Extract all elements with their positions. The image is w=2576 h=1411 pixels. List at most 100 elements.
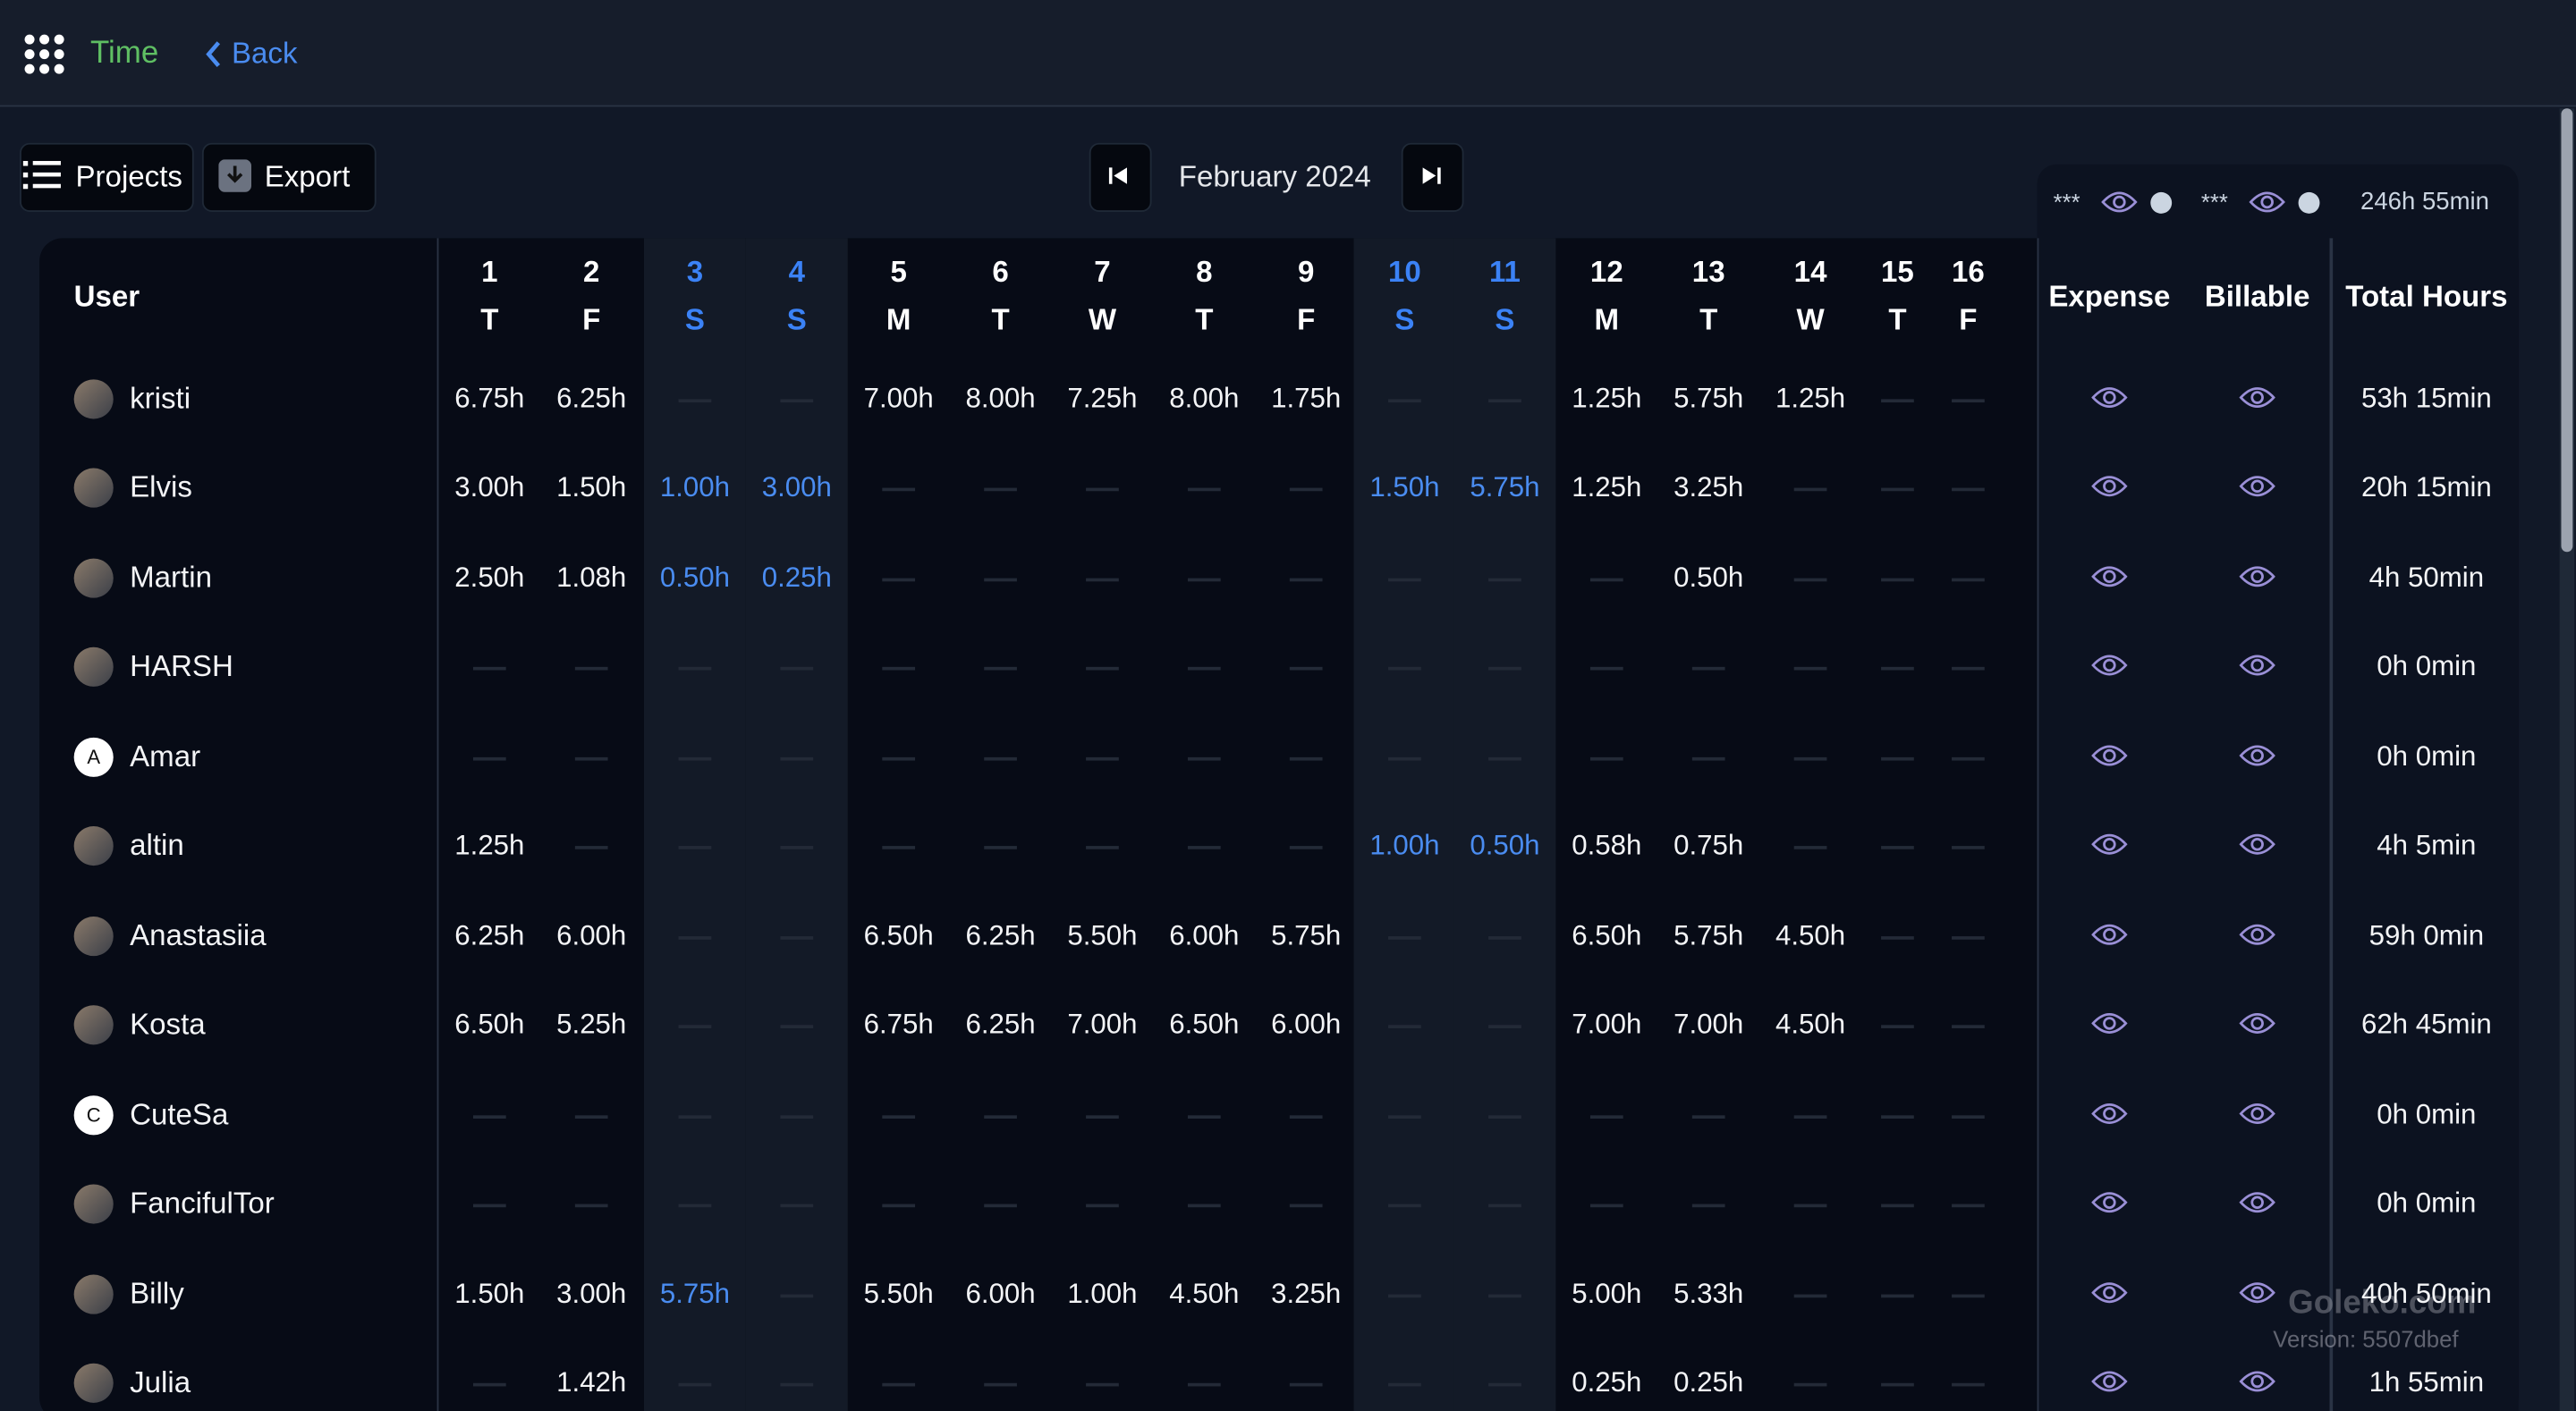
visibility-toggle[interactable] <box>2091 1010 2128 1036</box>
user-name: Amar <box>130 739 201 773</box>
scrollbar-thumb[interactable] <box>2561 108 2573 553</box>
hours-cell[interactable]: 1.50h <box>454 1277 525 1309</box>
visibility-toggle[interactable] <box>2091 832 2128 858</box>
hours-cell[interactable]: 1.00h <box>1369 830 1440 862</box>
hours-cell[interactable]: 6.50h <box>454 1009 525 1041</box>
apps-icon[interactable] <box>23 33 66 76</box>
hours-cell[interactable]: 5.25h <box>556 1009 627 1041</box>
hours-cell[interactable]: 0.25h <box>761 562 832 593</box>
hours-cell[interactable]: 6.00h <box>556 919 627 951</box>
hours-cell[interactable]: 7.25h <box>1067 383 1138 414</box>
day-number: 8 <box>1196 255 1213 289</box>
hours-cell[interactable]: 5.50h <box>1067 919 1138 951</box>
help-icon[interactable] <box>2298 191 2320 214</box>
visibility-toggle[interactable] <box>2239 1189 2275 1215</box>
visibility-toggle[interactable] <box>2239 474 2275 500</box>
hours-cell[interactable]: 2.50h <box>454 562 525 593</box>
hours-cell[interactable]: 1.50h <box>1369 472 1440 503</box>
help-icon[interactable] <box>2150 191 2173 214</box>
hours-cell[interactable]: 1.00h <box>659 472 731 503</box>
visibility-toggle[interactable] <box>2091 384 2128 410</box>
hours-cell[interactable]: 0.75h <box>1674 830 1744 862</box>
visibility-toggle[interactable] <box>2239 1279 2275 1305</box>
hours-cell[interactable]: 7.00h <box>863 383 934 414</box>
hours-cell[interactable]: 0.50h <box>1470 830 1540 862</box>
hours-cell[interactable]: 1.75h <box>1271 383 1342 414</box>
hours-cell[interactable]: 6.50h <box>1572 919 1642 951</box>
visibility-toggle[interactable] <box>2101 189 2138 215</box>
hours-cell[interactable]: 1.25h <box>1572 472 1642 503</box>
visibility-toggle[interactable] <box>2239 921 2275 947</box>
hours-cell[interactable]: 0.50h <box>1674 562 1744 593</box>
hours-cell[interactable]: 8.00h <box>965 383 1036 414</box>
hours-cell[interactable]: 7.00h <box>1572 1009 1642 1041</box>
hours-cell[interactable]: 5.75h <box>659 1277 731 1309</box>
hours-cell[interactable]: 6.25h <box>965 919 1036 951</box>
hours-cell[interactable]: 6.25h <box>965 1009 1036 1041</box>
hours-cell[interactable]: 4.50h <box>1775 919 1846 951</box>
hours-cell[interactable]: 8.00h <box>1169 383 1240 414</box>
hours-cell[interactable]: 4.50h <box>1775 1009 1846 1041</box>
visibility-toggle[interactable] <box>2091 742 2128 768</box>
hours-cell[interactable]: 6.50h <box>863 919 934 951</box>
hours-cell[interactable]: 5.75h <box>1674 919 1744 951</box>
hours-cell[interactable]: 6.00h <box>965 1277 1036 1309</box>
visibility-toggle[interactable] <box>2091 474 2128 500</box>
hours-cell[interactable]: 0.50h <box>659 562 731 593</box>
hours-cell[interactable]: 1.42h <box>556 1366 627 1398</box>
visibility-toggle[interactable] <box>2091 1100 2128 1126</box>
hours-cell[interactable]: 3.00h <box>454 472 525 503</box>
hours-cell[interactable]: 7.00h <box>1067 1009 1138 1041</box>
hours-cell[interactable]: 0.25h <box>1674 1366 1744 1398</box>
hours-cell[interactable]: 1.50h <box>556 472 627 503</box>
hours-cell[interactable]: 3.00h <box>556 1277 627 1309</box>
back-icon[interactable] <box>204 39 224 69</box>
empty-cell <box>1086 488 1119 493</box>
hours-cell[interactable]: 3.00h <box>761 472 832 503</box>
hours-cell[interactable]: 1.00h <box>1067 1277 1138 1309</box>
hours-cell[interactable]: 5.75h <box>1271 919 1342 951</box>
back-link[interactable]: Back <box>231 37 298 71</box>
hours-cell[interactable]: 6.75h <box>863 1009 934 1041</box>
day-weekday: M <box>1594 302 1620 336</box>
visibility-toggle[interactable] <box>2239 1010 2275 1036</box>
hours-cell[interactable]: 5.00h <box>1572 1277 1642 1309</box>
hours-cell[interactable]: 6.50h <box>1169 1009 1240 1041</box>
empty-cell <box>1881 756 1914 761</box>
hours-cell[interactable]: 6.75h <box>454 383 525 414</box>
visibility-toggle[interactable] <box>2239 384 2275 410</box>
hours-cell[interactable]: 0.58h <box>1572 830 1642 862</box>
hours-cell[interactable]: 5.50h <box>863 1277 934 1309</box>
hours-cell[interactable]: 6.25h <box>454 919 525 951</box>
hours-cell[interactable]: 7.00h <box>1674 1009 1744 1041</box>
hours-cell[interactable]: 6.00h <box>1169 919 1240 951</box>
hours-cell[interactable]: 0.25h <box>1572 1366 1642 1398</box>
empty-cell <box>1289 1204 1323 1208</box>
visibility-toggle[interactable] <box>2091 1279 2128 1305</box>
hours-cell[interactable]: 5.75h <box>1674 383 1744 414</box>
hours-cell[interactable]: 1.25h <box>454 830 525 862</box>
hours-cell[interactable]: 1.25h <box>1775 383 1846 414</box>
visibility-toggle[interactable] <box>2239 742 2275 768</box>
visibility-toggle[interactable] <box>2239 1368 2275 1394</box>
visibility-toggle[interactable] <box>2239 653 2275 679</box>
visibility-toggle[interactable] <box>2091 1368 2128 1394</box>
visibility-toggle[interactable] <box>2249 189 2285 215</box>
hours-cell[interactable]: 1.25h <box>1572 383 1642 414</box>
visibility-toggle[interactable] <box>2091 653 2128 679</box>
visibility-toggle[interactable] <box>2239 1100 2275 1126</box>
hours-cell[interactable]: 3.25h <box>1271 1277 1342 1309</box>
visibility-toggle[interactable] <box>2239 832 2275 858</box>
visibility-toggle[interactable] <box>2091 563 2128 589</box>
hours-cell[interactable]: 5.75h <box>1470 472 1540 503</box>
visibility-toggle[interactable] <box>2091 1189 2128 1215</box>
hours-cell[interactable]: 6.25h <box>556 383 627 414</box>
hours-cell[interactable]: 3.25h <box>1674 472 1744 503</box>
visibility-toggle[interactable] <box>2091 921 2128 947</box>
hours-cell[interactable]: 6.00h <box>1271 1009 1342 1041</box>
hours-cell[interactable]: 5.33h <box>1674 1277 1744 1309</box>
visibility-toggle[interactable] <box>2239 563 2275 589</box>
hours-cell[interactable]: 4.50h <box>1169 1277 1240 1309</box>
hours-cell[interactable]: 1.08h <box>556 562 627 593</box>
projects-button[interactable] <box>20 142 194 212</box>
